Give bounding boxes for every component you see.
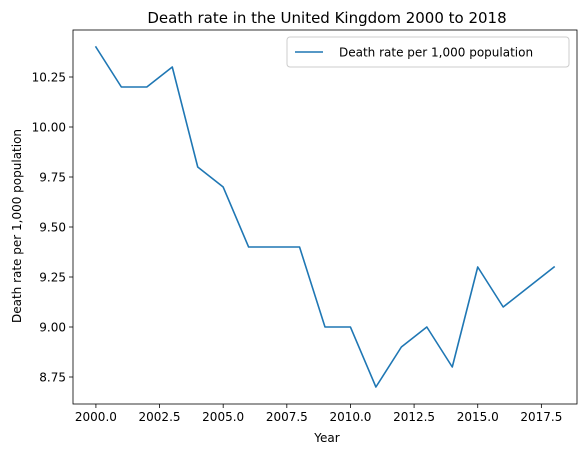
y-tick-label: 9.00: [39, 320, 66, 334]
legend-entry-label: Death rate per 1,000 population: [339, 46, 533, 60]
x-tick-label: 2015.0: [457, 410, 499, 424]
y-axis-label: Death rate per 1,000 population: [10, 129, 24, 323]
legend: Death rate per 1,000 population: [287, 37, 569, 67]
x-tick-label: 2017.5: [520, 410, 562, 424]
x-tick-label: 2007.5: [266, 410, 308, 424]
y-tick-label: 10.00: [32, 120, 66, 134]
y-tick-label: 9.75: [39, 170, 66, 184]
x-tick-label: 2000.0: [75, 410, 117, 424]
y-tick-label: 8.75: [39, 370, 66, 384]
chart-title: Death rate in the United Kingdom 2000 to…: [147, 9, 506, 27]
y-axis-ticks: 8.75 9.00 9.25 9.50 9.75 10.00 10.25: [32, 70, 73, 384]
series-line: [96, 47, 554, 387]
x-tick-label: 2012.5: [393, 410, 435, 424]
x-axis-ticks: 2000.0 2002.5 2005.0 2007.5 2010.0 2012.5 2015…: [75, 404, 562, 424]
x-tick-label: 2010.0: [329, 410, 371, 424]
x-tick-label: 2002.5: [139, 410, 181, 424]
x-axis-label: Year: [313, 431, 339, 445]
y-tick-label: 9.25: [39, 270, 66, 284]
y-tick-label: 9.50: [39, 220, 66, 234]
y-tick-label: 10.25: [32, 70, 66, 84]
series-layer: [96, 47, 554, 387]
x-tick-label: 2005.0: [202, 410, 244, 424]
